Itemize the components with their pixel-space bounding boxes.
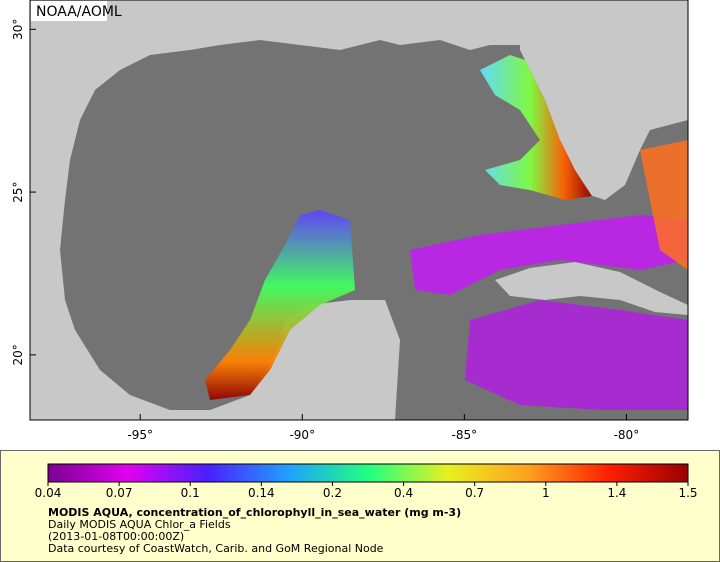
y-tick-label: 30°: [11, 19, 25, 40]
land-cuba: [495, 262, 688, 315]
colorbar-tick-label: 1.4: [607, 486, 626, 500]
colorbar-tick-label: 0.1: [181, 486, 200, 500]
credit-box: [31, 1, 107, 21]
colorbar: [47, 463, 689, 483]
colorbar-tick-label: 1: [542, 486, 550, 500]
colorbar-tick-label: 0.4: [394, 486, 413, 500]
map-frame: [29, 0, 689, 421]
x-tick-label: -90°: [289, 428, 315, 442]
chlorophyll-campeche: [205, 210, 355, 400]
colorbar-tick-label: 0.2: [323, 486, 342, 500]
legend-line: (2013-01-08T00:00:00Z): [48, 530, 184, 543]
chlorophyll-west-florida: [480, 55, 592, 200]
colorbar-tick-label: 0.7: [465, 486, 484, 500]
y-tick-label: 20°: [11, 344, 25, 365]
legend: MODIS AQUA, concentration_of_chlorophyll…: [0, 450, 720, 562]
chlorophyll-bahamas: [640, 140, 688, 270]
colorbar-tick-label: 0.07: [106, 486, 133, 500]
land-north-west: [30, 0, 520, 420]
y-tick-label: 25°: [11, 181, 25, 202]
credit: NOAA/AOML: [36, 4, 122, 20]
chlorophyll-caribbean-south: [465, 300, 688, 410]
x-tick-label: -95°: [127, 428, 153, 442]
legend-line: Data courtesy of CoastWatch, Carib. and …: [48, 542, 384, 555]
map: NOAA/AOML: [29, 0, 689, 421]
x-tick-label: -80°: [614, 428, 640, 442]
colorbar-tick-label: 1.5: [678, 486, 697, 500]
colorbar-tick-label: 0.14: [248, 486, 275, 500]
land-florida: [520, 0, 688, 200]
colorbar-tick-label: 0.04: [35, 486, 62, 500]
legend-title: MODIS AQUA, concentration_of_chlorophyll…: [48, 506, 461, 519]
chlorophyll-caribbean: [410, 215, 688, 295]
legend-line: Daily MODIS AQUA Chlor_a Fields: [48, 518, 231, 531]
x-tick-label: -85°: [452, 428, 478, 442]
